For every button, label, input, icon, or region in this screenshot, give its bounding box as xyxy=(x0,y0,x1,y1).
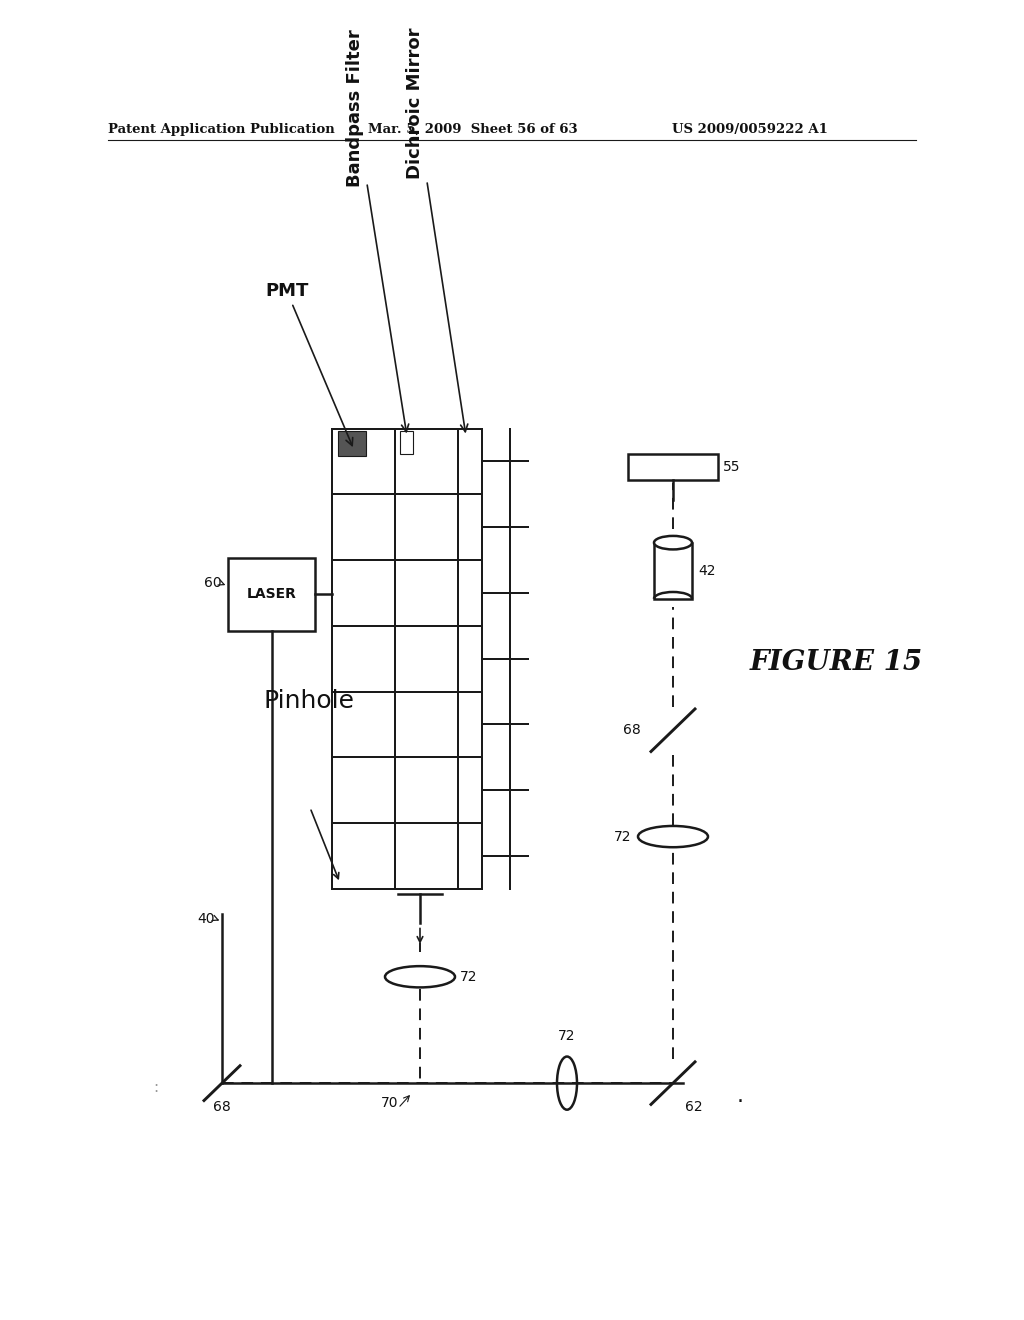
Text: 62: 62 xyxy=(685,1100,702,1114)
Bar xyxy=(332,429,395,494)
Ellipse shape xyxy=(385,966,455,987)
Bar xyxy=(228,558,315,631)
Bar xyxy=(332,692,395,758)
Bar xyxy=(458,494,482,560)
Text: FIGURE 15: FIGURE 15 xyxy=(750,649,923,676)
Bar xyxy=(458,560,482,626)
Ellipse shape xyxy=(557,1056,577,1110)
Bar xyxy=(654,543,692,599)
Text: 42: 42 xyxy=(698,564,716,578)
Text: PMT: PMT xyxy=(265,282,352,446)
Text: US 2009/0059222 A1: US 2009/0059222 A1 xyxy=(672,123,827,136)
Bar xyxy=(458,824,482,888)
Bar xyxy=(458,626,482,692)
Bar xyxy=(395,429,458,494)
Text: 72: 72 xyxy=(558,1028,575,1043)
Ellipse shape xyxy=(654,536,692,549)
Text: 40: 40 xyxy=(198,912,215,925)
Text: Pinhole: Pinhole xyxy=(264,689,355,713)
Text: .: . xyxy=(736,1085,743,1106)
Text: Mar. 5, 2009  Sheet 56 of 63: Mar. 5, 2009 Sheet 56 of 63 xyxy=(368,123,578,136)
Bar xyxy=(400,430,413,454)
Bar xyxy=(628,454,718,480)
Bar xyxy=(332,758,395,824)
Bar xyxy=(332,626,395,692)
Bar xyxy=(395,560,458,626)
Text: 72: 72 xyxy=(460,970,477,983)
Bar xyxy=(395,692,458,758)
Text: Dichroic Mirror: Dichroic Mirror xyxy=(406,28,468,432)
Bar xyxy=(332,824,395,888)
Bar xyxy=(458,758,482,824)
Text: 68: 68 xyxy=(624,723,641,738)
Text: 55: 55 xyxy=(723,461,740,474)
Bar xyxy=(395,758,458,824)
Text: 70: 70 xyxy=(381,1096,398,1110)
Text: 60: 60 xyxy=(205,577,222,590)
Bar xyxy=(395,824,458,888)
Text: LASER: LASER xyxy=(247,587,296,602)
Bar xyxy=(458,692,482,758)
Text: Patent Application Publication: Patent Application Publication xyxy=(108,123,335,136)
Bar xyxy=(332,560,395,626)
Text: Bandpass Filter: Bandpass Filter xyxy=(346,29,409,432)
Text: 72: 72 xyxy=(613,829,631,843)
Bar xyxy=(395,494,458,560)
Bar xyxy=(338,430,366,455)
Bar xyxy=(395,626,458,692)
Bar xyxy=(332,494,395,560)
Text: :: : xyxy=(154,1081,159,1096)
Text: 68: 68 xyxy=(213,1100,230,1114)
Ellipse shape xyxy=(638,826,708,847)
Bar xyxy=(458,429,482,494)
